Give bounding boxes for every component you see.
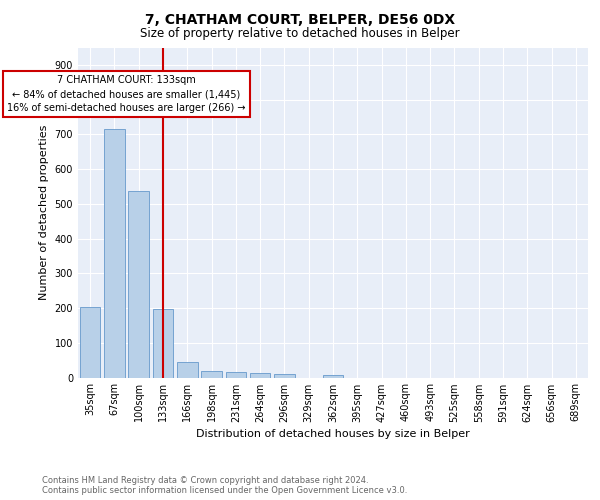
Bar [177, 362, 197, 378]
Bar [323, 374, 343, 378]
Bar [104, 129, 125, 378]
Text: Contains HM Land Registry data © Crown copyright and database right 2024.
Contai: Contains HM Land Registry data © Crown c… [42, 476, 407, 495]
Y-axis label: Number of detached properties: Number of detached properties [39, 125, 49, 300]
Bar [201, 370, 222, 378]
Text: Size of property relative to detached houses in Belper: Size of property relative to detached ho… [140, 28, 460, 40]
Bar [152, 310, 173, 378]
Bar [274, 374, 295, 378]
Text: 7 CHATHAM COURT: 133sqm
← 84% of detached houses are smaller (1,445)
16% of semi: 7 CHATHAM COURT: 133sqm ← 84% of detache… [7, 76, 246, 114]
Bar [250, 374, 271, 378]
Bar [226, 372, 246, 378]
Bar [80, 307, 100, 378]
Text: 7, CHATHAM COURT, BELPER, DE56 0DX: 7, CHATHAM COURT, BELPER, DE56 0DX [145, 12, 455, 26]
Bar [128, 191, 149, 378]
X-axis label: Distribution of detached houses by size in Belper: Distribution of detached houses by size … [196, 429, 470, 439]
